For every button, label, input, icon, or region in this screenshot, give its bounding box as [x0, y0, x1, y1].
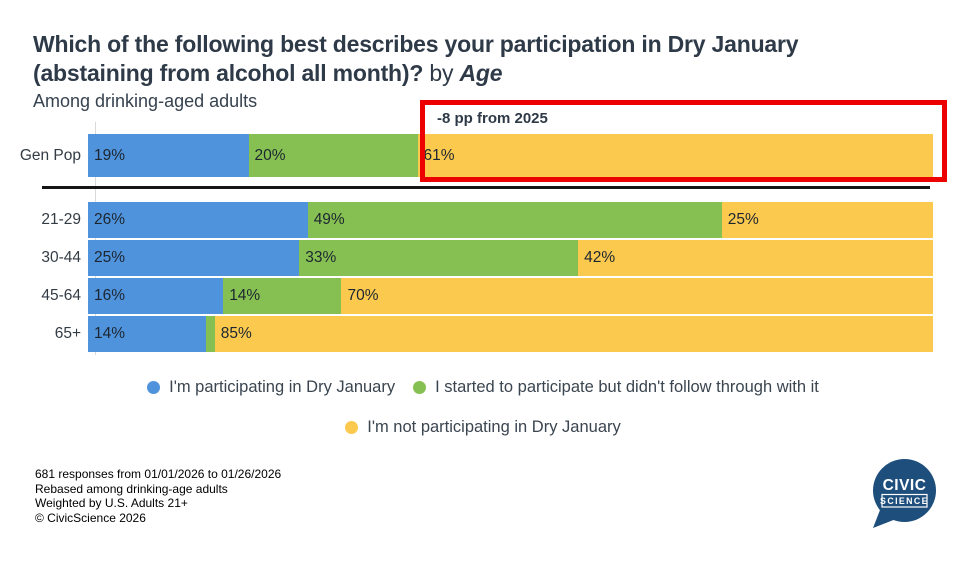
bar-value-label: 14%: [229, 287, 261, 304]
title-block: Which of the following best describes yo…: [33, 30, 943, 112]
bar-segment: 14%: [88, 316, 207, 352]
bar-segment: 61%: [417, 134, 933, 177]
footer-line: 681 responses from 01/01/2026 to 01/26/2…: [35, 467, 282, 481]
bar-segment: 25%: [88, 240, 300, 276]
bar-value-label: 20%: [254, 146, 286, 164]
legend-item: I started to participate but didn't foll…: [413, 378, 819, 397]
bar-row-gen-pop: Gen Pop 19% 20% 61%: [0, 134, 966, 177]
legend: I'm participating in Dry January I starte…: [0, 374, 966, 440]
title-by: by: [429, 60, 454, 86]
category-label: 65+: [54, 325, 81, 342]
bar-row-45-64: 45-64 16% 14% 70%: [0, 278, 966, 314]
legend-item: I'm not participating in Dry January: [345, 418, 621, 437]
legend-swatch-icon: [345, 420, 359, 434]
genpop-divider-line: [42, 186, 930, 189]
bar-track: 14% 85%: [88, 316, 933, 352]
legend-label: I started to participate but didn't foll…: [435, 377, 819, 396]
bar-value-label: 26%: [94, 211, 126, 228]
y-axis-line: [95, 122, 96, 355]
age-bar-group: 21-29 26% 49% 25% 30-44 25% 33% 42% 45-64 16% 14% 7…: [0, 202, 966, 354]
bar-segment: 42%: [578, 240, 933, 276]
svg-text:SCIENCE: SCIENCE: [880, 496, 929, 506]
footer-notes: 681 responses from 01/01/2026 to 01/26/2…: [35, 467, 281, 525]
genpop-bar-group: Gen Pop 19% 20% 61%: [0, 134, 966, 177]
bar-value-label: 25%: [94, 249, 126, 266]
page-title: Which of the following best describes yo…: [33, 30, 943, 88]
category-label: Gen Pop: [19, 146, 81, 164]
bar-value-label: 19%: [94, 146, 126, 164]
bar-segment: 85%: [214, 316, 933, 352]
bar-segment: 19%: [88, 134, 249, 177]
bar-segment: 70%: [341, 278, 933, 314]
category-label: 45-64: [41, 287, 81, 304]
bar-segment: 14%: [223, 278, 342, 314]
bar-value-label: 25%: [727, 211, 759, 228]
title-line1: Which of the following best describes yo…: [33, 31, 799, 57]
bar-track: 26% 49% 25%: [88, 202, 933, 238]
legend-label: I'm not participating in Dry January: [367, 417, 621, 436]
svg-text:CIVIC: CIVIC: [883, 477, 927, 494]
bar-segment: 25%: [721, 202, 933, 238]
footer-line: Weighted by U.S. Adults 21+: [35, 496, 188, 510]
bar-segment: 16%: [88, 278, 224, 314]
bar-segment: [206, 316, 215, 352]
bar-value-label: 42%: [584, 249, 616, 266]
footer-line: © CivicScience 2026: [35, 510, 146, 525]
bar-value-label: 16%: [94, 287, 126, 304]
bar-value-label: 49%: [313, 211, 345, 228]
speech-bubble-icon: CIVIC SCIENCE: [873, 459, 936, 528]
highlight-annotation-box: -8 pp from 2025: [420, 100, 947, 182]
category-label: 21-29: [41, 211, 81, 228]
bar-segment: 26%: [88, 202, 308, 238]
legend-row-2: I'm not participating in Dry January: [0, 414, 966, 440]
bar-track: 16% 14% 70%: [88, 278, 933, 314]
bar-value-label: 85%: [220, 325, 252, 342]
title-line2: (abstaining from alcohol all month)?: [33, 60, 424, 86]
bar-segment: 20%: [248, 134, 418, 177]
bar-row-21-29: 21-29 26% 49% 25%: [0, 202, 966, 238]
bar-value-label: 70%: [347, 287, 379, 304]
civicscience-logo: CIVIC SCIENCE: [869, 459, 939, 533]
footer-line: Rebased among drinking-age adults: [35, 481, 228, 496]
bar-segment: 33%: [299, 240, 579, 276]
bar-row-30-44: 30-44 25% 33% 42%: [0, 240, 966, 276]
legend-swatch-icon: [147, 380, 161, 394]
chart-subtitle: Among drinking-aged adults: [33, 91, 258, 111]
bar-segment: 49%: [307, 202, 722, 238]
bar-value-label: 33%: [305, 249, 337, 266]
legend-item: I'm participating in Dry January: [147, 378, 395, 397]
annotation-text: -8 pp from 2025: [437, 110, 548, 127]
bar-value-label: 14%: [94, 325, 126, 342]
legend-row-1: I'm participating in Dry January I starte…: [0, 374, 966, 400]
bar-value-label: 61%: [423, 146, 455, 164]
category-label: 30-44: [41, 249, 81, 266]
title-dimension: Age: [459, 60, 503, 86]
bar-row-65-: 65+ 14% 85%: [0, 316, 966, 352]
legend-label: I'm participating in Dry January: [169, 377, 396, 396]
legend-swatch-icon: [413, 380, 427, 394]
bar-track: 19% 20% 61%: [88, 134, 933, 177]
bar-track: 25% 33% 42%: [88, 240, 933, 276]
